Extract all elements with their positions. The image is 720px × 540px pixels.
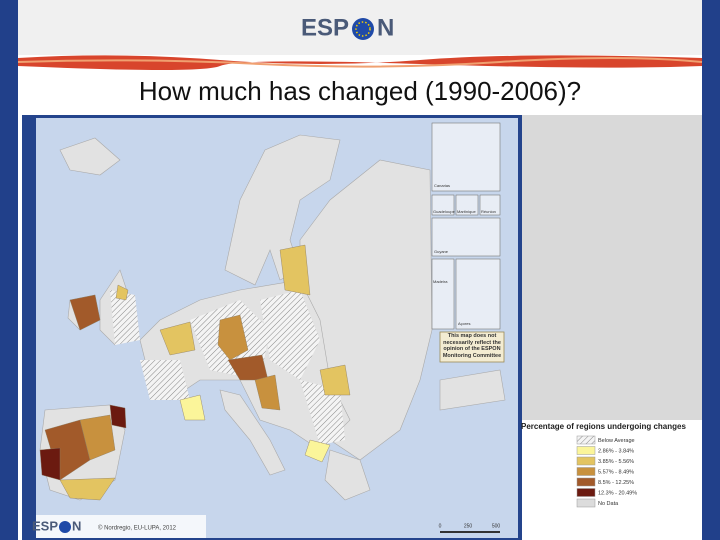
note-wrap: This map does not necessarily reflect th… xyxy=(442,333,502,359)
scale-label: 250 xyxy=(464,523,473,529)
map-credit: © Nordregio, EU-LUPA, 2012 xyxy=(98,525,177,532)
header-logo: N xyxy=(377,14,394,41)
legend-swatch xyxy=(576,456,596,466)
footer-emblem xyxy=(59,521,71,533)
colored-regions xyxy=(39,244,351,501)
header-wave xyxy=(18,55,702,70)
legend-swatch xyxy=(576,435,596,445)
legend-swatch xyxy=(576,477,596,487)
legend-swatch xyxy=(576,446,596,455)
inset-label: Madeira xyxy=(433,279,448,284)
scale-label: 500 xyxy=(492,523,501,529)
legend-label: No Data xyxy=(598,501,619,507)
logo-emblem xyxy=(352,18,374,40)
legend-title: Percentage of regions undergoing changes xyxy=(521,422,686,431)
inset-label: Guyane xyxy=(434,249,449,254)
legend-label: 2.86% - 3.84% xyxy=(598,448,634,454)
note-box xyxy=(439,331,505,363)
left-bar xyxy=(0,0,18,540)
legend-label: Below Average xyxy=(598,438,635,444)
legend-label: 5.57% - 8.49% xyxy=(598,469,634,475)
legend-label: 12.3% - 20.49% xyxy=(598,490,637,496)
slide-title: How much has changed (1990-2006)? xyxy=(139,76,581,106)
side-panel xyxy=(522,115,702,420)
inset-label: Martinique xyxy=(457,209,476,214)
inset-label: Açores xyxy=(458,321,470,326)
inset-label: Guadeloupe xyxy=(433,209,456,214)
map-note: This map does not necessarily reflect th… xyxy=(442,333,502,359)
footer-logo: ESP xyxy=(32,518,58,533)
right-bar xyxy=(702,0,720,540)
footer-logo: N xyxy=(72,518,81,533)
inset-frames xyxy=(431,122,501,330)
legend-swatch xyxy=(576,498,596,508)
scale-label: 0 xyxy=(439,523,442,529)
inset-label: Réunion xyxy=(481,209,496,214)
header-wave-line xyxy=(17,57,703,68)
legend-swatch xyxy=(576,467,596,476)
logo-stars xyxy=(355,21,371,37)
header-logo: ESP xyxy=(301,14,349,41)
credit-box xyxy=(36,515,206,538)
legend-swatch xyxy=(576,488,596,497)
legend-label: 8.5% - 12.25% xyxy=(598,480,634,486)
legend-label: 3.85% - 5.56% xyxy=(598,459,634,465)
inset-label: Canarias xyxy=(434,183,450,188)
